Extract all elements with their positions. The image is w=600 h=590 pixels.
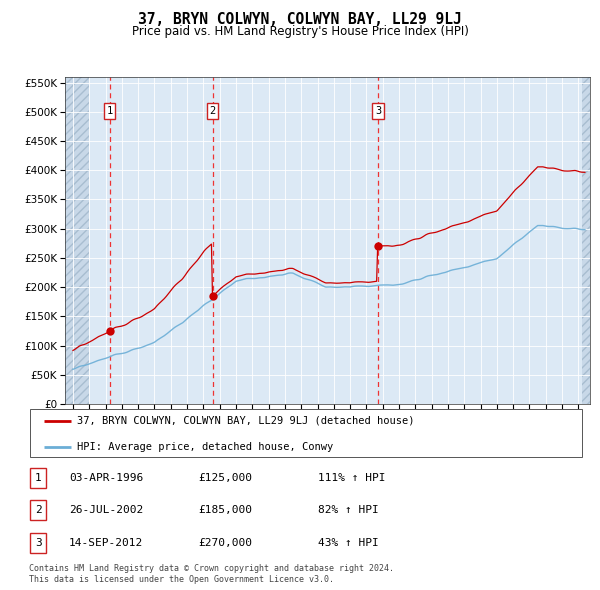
Text: 37, BRYN COLWYN, COLWYN BAY, LL29 9LJ (detached house): 37, BRYN COLWYN, COLWYN BAY, LL29 9LJ (d… — [77, 416, 415, 426]
FancyBboxPatch shape — [31, 533, 46, 553]
FancyBboxPatch shape — [31, 500, 46, 520]
Text: 37, BRYN COLWYN, COLWYN BAY, LL29 9LJ: 37, BRYN COLWYN, COLWYN BAY, LL29 9LJ — [138, 12, 462, 27]
FancyBboxPatch shape — [30, 409, 582, 457]
Text: Price paid vs. HM Land Registry's House Price Index (HPI): Price paid vs. HM Land Registry's House … — [131, 25, 469, 38]
Text: £125,000: £125,000 — [198, 473, 252, 483]
FancyBboxPatch shape — [31, 468, 46, 488]
Text: Contains HM Land Registry data © Crown copyright and database right 2024.: Contains HM Land Registry data © Crown c… — [29, 565, 394, 573]
Text: 1: 1 — [107, 106, 113, 116]
Text: 26-JUL-2002: 26-JUL-2002 — [69, 506, 143, 515]
Text: £270,000: £270,000 — [198, 538, 252, 548]
Text: 2: 2 — [209, 106, 215, 116]
Bar — [65, 77, 89, 404]
Text: 43% ↑ HPI: 43% ↑ HPI — [318, 538, 379, 548]
Text: 3: 3 — [375, 106, 381, 116]
Text: 14-SEP-2012: 14-SEP-2012 — [69, 538, 143, 548]
Text: 3: 3 — [35, 538, 42, 548]
Text: 111% ↑ HPI: 111% ↑ HPI — [318, 473, 386, 483]
Text: 1: 1 — [35, 473, 42, 483]
Text: 82% ↑ HPI: 82% ↑ HPI — [318, 506, 379, 515]
Text: HPI: Average price, detached house, Conwy: HPI: Average price, detached house, Conw… — [77, 441, 333, 451]
Text: £185,000: £185,000 — [198, 506, 252, 515]
Text: 03-APR-1996: 03-APR-1996 — [69, 473, 143, 483]
Bar — [65, 77, 89, 404]
Bar — [581, 77, 590, 404]
Text: This data is licensed under the Open Government Licence v3.0.: This data is licensed under the Open Gov… — [29, 575, 334, 584]
Text: 2: 2 — [35, 506, 42, 515]
Bar — [581, 77, 590, 404]
